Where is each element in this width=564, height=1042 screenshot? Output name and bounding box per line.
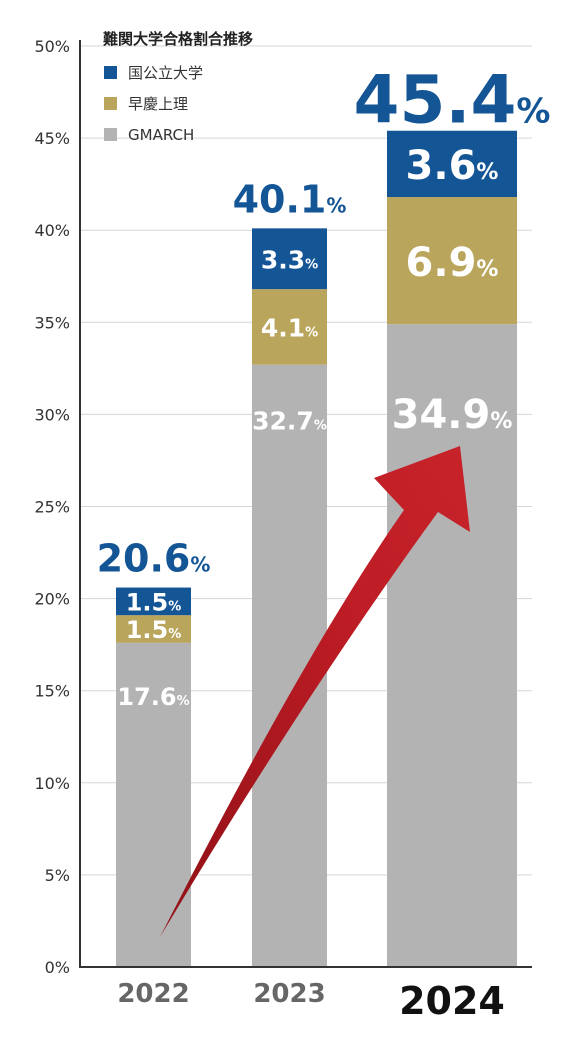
- data-label: 3.6%: [406, 143, 499, 189]
- x-tick-label: 2022: [117, 979, 189, 1009]
- total-label: 40.1%: [233, 177, 347, 221]
- bar-segment: [387, 197, 517, 325]
- y-tick-label: 20%: [34, 590, 70, 609]
- x-tick-label: 2023: [253, 979, 325, 1009]
- data-label: 32.7%: [252, 407, 327, 436]
- y-tick-label: 35%: [34, 313, 70, 332]
- y-tick-label: 40%: [34, 221, 70, 240]
- y-tick-label: 45%: [34, 129, 70, 148]
- legend-label: 国公立大学: [128, 64, 203, 82]
- bar-segment: [387, 130, 517, 198]
- y-tick-label: 25%: [34, 498, 70, 517]
- y-axis-ticks: 0% 5% 10% 15% 20% 25% 30% 35% 40% 45% 50%: [34, 37, 70, 977]
- total-label: 45.4%: [354, 62, 551, 139]
- bar-segment: [116, 642, 191, 967]
- legend-swatch: [104, 66, 117, 79]
- segment-labels: 17.6% 1.5%1.5% 32.7% 4.1% 3.3% 34.9% 6.9% 3.6%: [117, 143, 512, 711]
- x-tick-label: 2024: [399, 979, 505, 1023]
- bar-segment: [252, 228, 327, 290]
- bar-segment: [116, 587, 191, 616]
- bar-segment: [116, 615, 191, 643]
- trend-arrow-shape: [160, 446, 470, 937]
- data-label: 3.3%: [261, 245, 318, 274]
- legend-swatch: [104, 97, 117, 110]
- legend-label: 早慶上理: [128, 95, 188, 113]
- bar-segment: [252, 289, 327, 365]
- data-label: 6.9%: [406, 240, 499, 286]
- trend-arrow: [160, 446, 470, 937]
- chart-title: 難関大学合格割合推移: [103, 30, 253, 48]
- y-tick-label: 30%: [34, 405, 70, 424]
- x-axis-ticks: 2022 2023 2024: [117, 979, 505, 1023]
- data-label: 1.5%: [126, 588, 182, 616]
- y-tick-label: 5%: [45, 866, 70, 885]
- bars: [116, 130, 517, 968]
- total-labels: 20.6% 40.1%45.4%: [97, 62, 551, 581]
- legend-label: GMARCH: [128, 126, 194, 144]
- y-tick-label: 10%: [34, 774, 70, 793]
- data-label: 4.1%: [261, 313, 318, 342]
- y-tick-label: 15%: [34, 682, 70, 701]
- data-label: 17.6%: [117, 683, 189, 711]
- bar-segment: [387, 324, 517, 968]
- y-tick-label: 50%: [34, 37, 70, 56]
- data-label: 1.5%: [126, 616, 182, 644]
- legend-swatch: [104, 128, 117, 141]
- y-tick-label: 0%: [45, 958, 70, 977]
- total-label: 20.6%: [97, 537, 211, 581]
- data-label: 34.9%: [392, 392, 513, 438]
